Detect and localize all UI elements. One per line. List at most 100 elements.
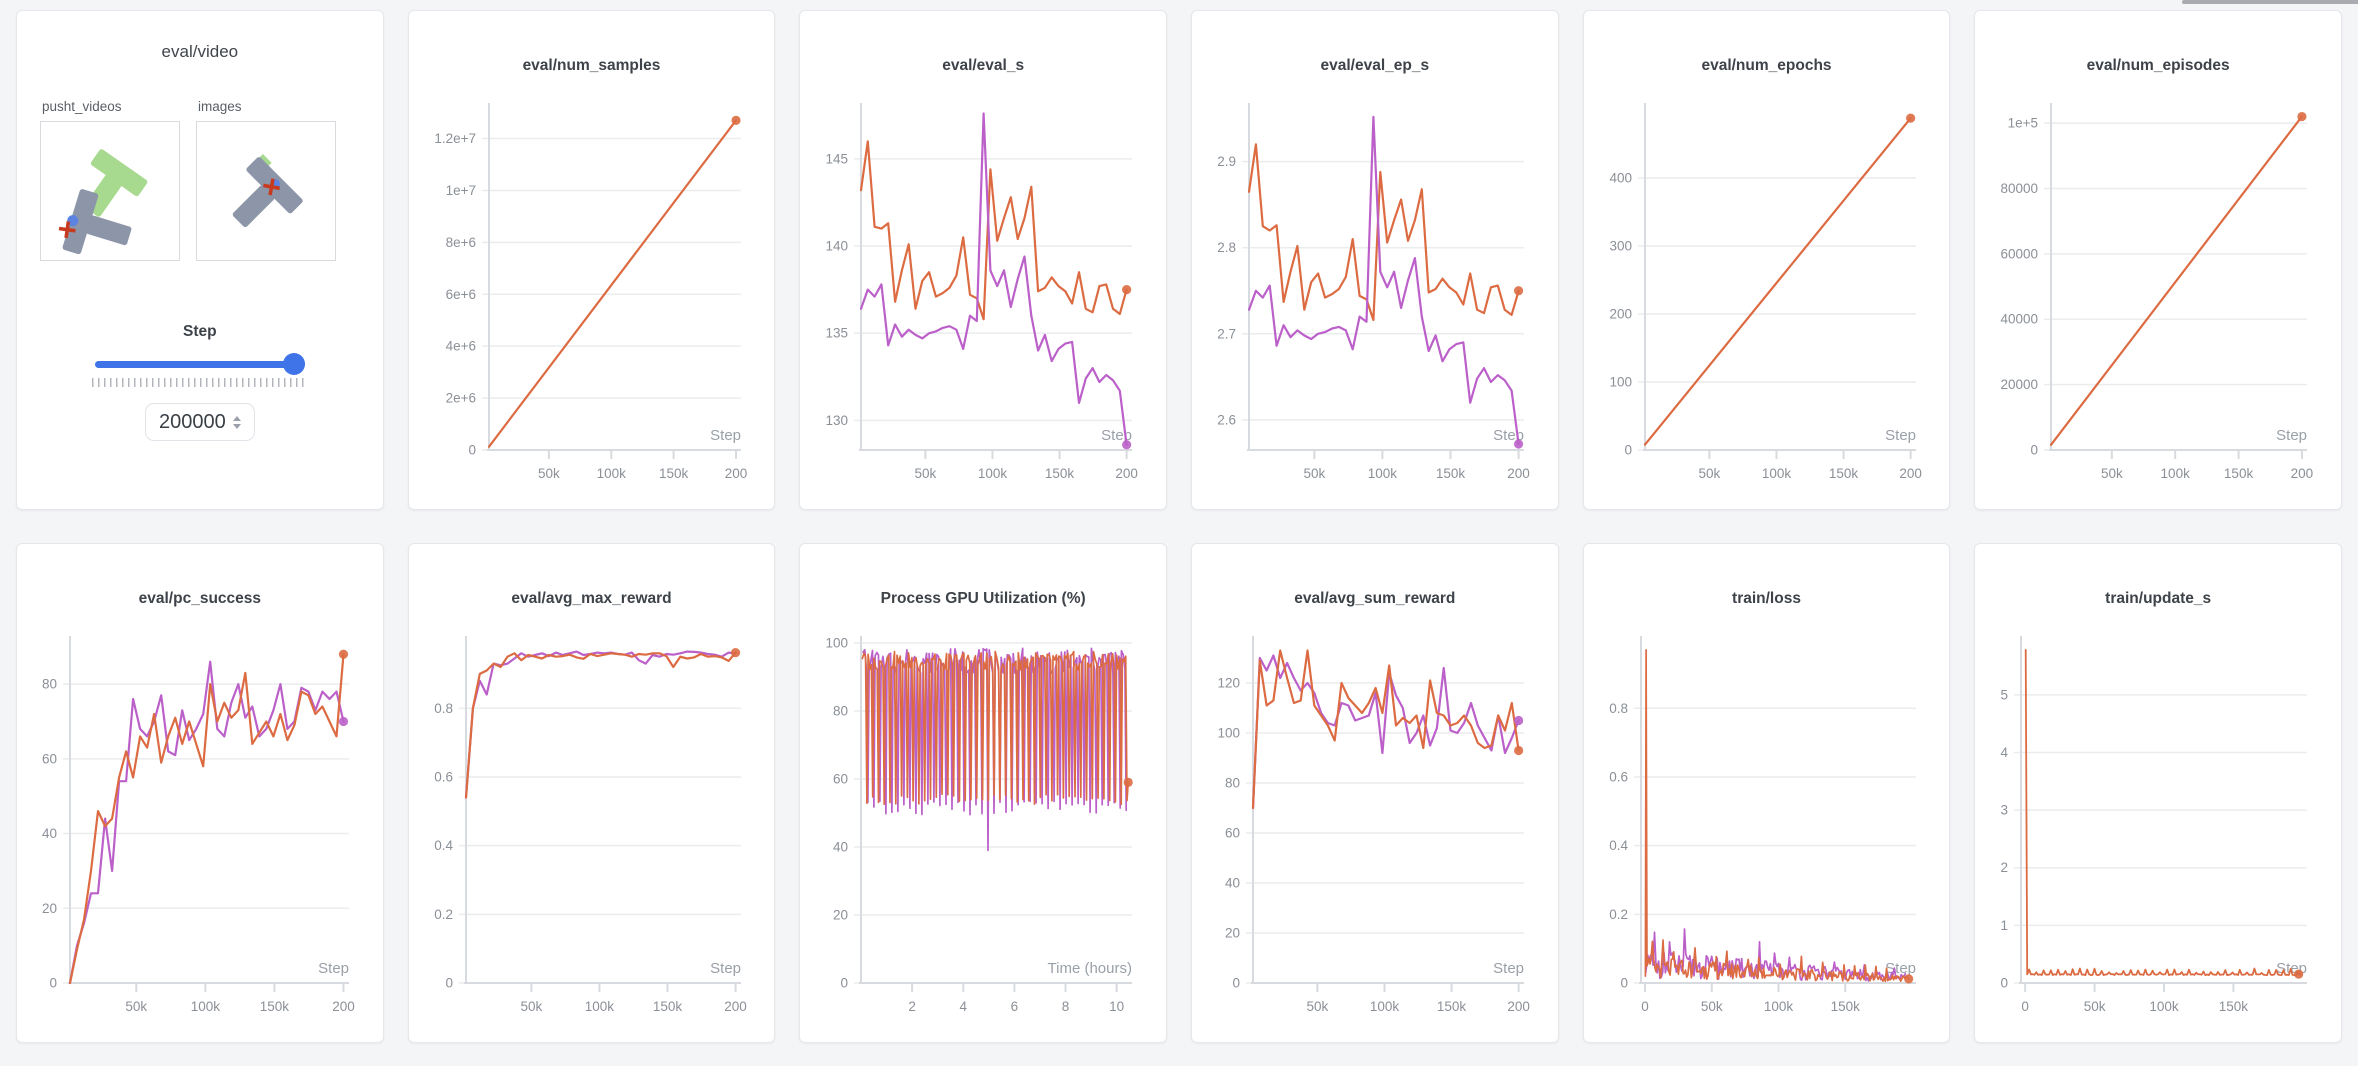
chart-canvas-eval-avg_max_reward[interactable]: 0 0.2 0.4 0.6 0.8 50k 100k 150k 200 Step xyxy=(409,622,775,1022)
svg-text:0: 0 xyxy=(1641,999,1649,1014)
svg-text:100k: 100k xyxy=(1761,466,1791,481)
chart-title: eval/pc_success xyxy=(138,590,262,607)
svg-text:100k: 100k xyxy=(191,999,221,1014)
chart-panel-train-update_s: train/update_s 0 1 2 3 4 5 0 50k 100k 150k Step xyxy=(1974,543,2342,1043)
series-run-orange xyxy=(2025,648,2300,977)
images-scene-image xyxy=(232,153,303,228)
series-run-purple xyxy=(68,660,345,985)
svg-text:200: 200 xyxy=(332,999,355,1014)
series-run-orange xyxy=(861,650,1130,806)
svg-text:50k: 50k xyxy=(538,466,560,481)
svg-text:145: 145 xyxy=(826,151,849,166)
step-value[interactable]: 200000 xyxy=(158,410,226,433)
svg-text:8: 8 xyxy=(1062,999,1070,1014)
chart-canvas-gpu-util[interactable]: 0 20 40 60 80 100 2 4 6 8 10 Time (hours) xyxy=(800,622,1166,1022)
svg-text:200: 200 xyxy=(724,466,747,481)
svg-text:2: 2 xyxy=(909,999,917,1014)
x-axis-label: Step xyxy=(710,427,741,444)
svg-text:200: 200 xyxy=(1507,999,1530,1014)
svg-text:6e+6: 6e+6 xyxy=(445,287,475,302)
svg-text:4e+6: 4e+6 xyxy=(445,339,475,354)
media-item-label: pusht_videos xyxy=(42,99,122,114)
chart-panel-eval-num_episodes: eval/num_episodes 0 20000 40000 60000 80000 1e… xyxy=(1974,10,2342,510)
svg-text:50k: 50k xyxy=(1698,466,1720,481)
media-item-images[interactable]: images xyxy=(196,99,336,261)
stepper-arrows[interactable] xyxy=(232,415,241,429)
chart-panel-eval-num_samples: eval/num_samples 0 2e+6 4e+6 6e+6 8e+6 1e+7 1.2… xyxy=(407,10,776,510)
svg-text:150k: 150k xyxy=(1830,999,1860,1014)
svg-text:200: 200 xyxy=(1116,466,1139,481)
step-input[interactable]: 200000 xyxy=(144,403,255,441)
chart-canvas-eval-pc_success[interactable]: 0 20 40 60 80 50k 100k 150k 200 Step xyxy=(17,622,383,1022)
svg-text:200: 200 xyxy=(2291,466,2314,481)
svg-text:50k: 50k xyxy=(915,466,937,481)
chart-title: eval/num_samples xyxy=(522,57,661,74)
svg-text:100: 100 xyxy=(826,636,849,651)
svg-text:50k: 50k xyxy=(520,999,542,1014)
slider-track[interactable] xyxy=(94,361,305,368)
series-run-orange xyxy=(1643,117,1912,446)
svg-text:80: 80 xyxy=(1225,776,1240,791)
chart-title: train/loss xyxy=(1732,590,1801,607)
svg-text:100k: 100k xyxy=(1764,999,1794,1014)
svg-text:0: 0 xyxy=(2031,443,2039,458)
svg-text:1: 1 xyxy=(2001,918,2009,933)
svg-text:2e+6: 2e+6 xyxy=(445,391,475,406)
series-run-orange xyxy=(68,653,345,985)
svg-text:4: 4 xyxy=(960,999,968,1014)
svg-text:0.2: 0.2 xyxy=(434,907,453,922)
svg-text:0: 0 xyxy=(1624,443,1632,458)
svg-text:0: 0 xyxy=(2022,999,2030,1014)
svg-text:3: 3 xyxy=(2001,803,2009,818)
series-run-orange xyxy=(1644,649,1910,983)
series-run-orange xyxy=(860,140,1129,321)
pusht-video-thumbnail[interactable] xyxy=(40,121,180,261)
svg-text:200: 200 xyxy=(1609,307,1632,322)
chart-canvas-eval-num_samples[interactable]: 0 2e+6 4e+6 6e+6 8e+6 1e+7 1.2e+7 50k 100k 150k 20… xyxy=(409,89,775,489)
chart-title: Process GPU Utilization (%) xyxy=(880,590,1086,607)
svg-text:135: 135 xyxy=(826,326,849,341)
svg-text:0.8: 0.8 xyxy=(1609,701,1628,716)
chart-title: train/update_s xyxy=(2105,590,2212,607)
series-run-orange xyxy=(487,119,737,448)
chart-canvas-eval-num_epochs[interactable]: 0 100 200 300 400 50k 100k 150k 200 Step xyxy=(1584,89,1950,489)
svg-text:0.2: 0.2 xyxy=(1609,907,1628,922)
chart-canvas-eval-num_episodes[interactable]: 0 20000 40000 60000 80000 1e+5 50k 100k 150k 200 S… xyxy=(1975,89,2341,489)
svg-text:2.7: 2.7 xyxy=(1217,326,1236,341)
svg-text:50k: 50k xyxy=(1701,999,1723,1014)
svg-text:100k: 100k xyxy=(584,999,614,1014)
media-item-pusht-videos[interactable]: pusht_videos xyxy=(40,99,180,261)
chart-title: eval/avg_max_reward xyxy=(511,590,672,607)
svg-text:150k: 150k xyxy=(1045,466,1075,481)
increment-icon[interactable] xyxy=(232,415,241,421)
svg-text:150k: 150k xyxy=(653,999,683,1014)
svg-text:2: 2 xyxy=(2001,860,2009,875)
chart-canvas-eval-avg_sum_reward[interactable]: 0 20 40 60 80 100 120 50k 100k 150k 200 Step xyxy=(1192,622,1558,1022)
decrement-icon[interactable] xyxy=(232,423,241,429)
svg-text:1e+7: 1e+7 xyxy=(445,183,475,198)
media-item-label: images xyxy=(198,99,242,114)
scrollbar-thumb[interactable] xyxy=(2182,0,2358,4)
svg-text:5: 5 xyxy=(2001,687,2009,702)
svg-text:150k: 150k xyxy=(2219,999,2249,1014)
svg-text:20: 20 xyxy=(1225,926,1240,941)
images-thumbnail[interactable] xyxy=(196,121,336,261)
slider-knob[interactable] xyxy=(283,353,306,375)
svg-text:0: 0 xyxy=(2001,976,2009,991)
svg-text:130: 130 xyxy=(826,413,849,428)
chart-panel-eval-eval_s: eval/eval_s 130 135 140 145 50k 100k 150k 200 Ste… xyxy=(799,10,1167,510)
svg-text:150k: 150k xyxy=(659,466,689,481)
series-run-purple xyxy=(464,650,737,799)
svg-text:0: 0 xyxy=(468,443,476,458)
svg-text:80: 80 xyxy=(42,677,57,692)
media-panel-eval-video: eval/video pusht_videos xyxy=(16,10,384,510)
panel-title: eval/video xyxy=(161,42,239,61)
svg-text:100k: 100k xyxy=(2150,999,2180,1014)
step-slider[interactable] xyxy=(94,353,306,375)
chart-title: eval/num_epochs xyxy=(1701,57,1832,74)
